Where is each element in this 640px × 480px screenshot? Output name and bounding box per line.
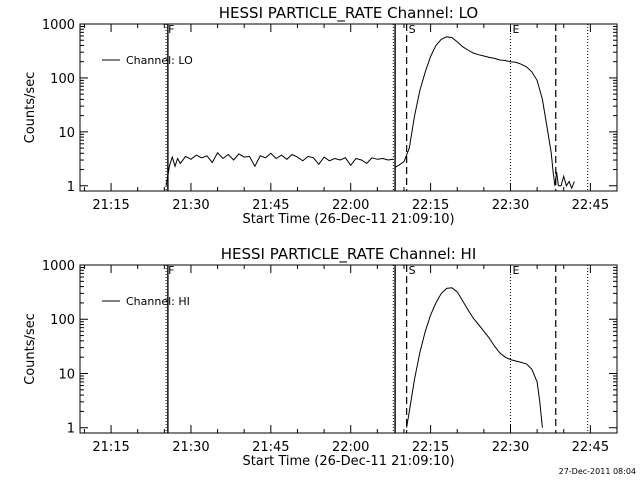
y-tick-label: 100 (50, 313, 75, 328)
x-tick-label: 21:30 (172, 440, 209, 455)
y-tick-label: 10 (58, 367, 75, 382)
y-tick-label: 1 (67, 422, 75, 437)
y-axis-label: Counts/sec (23, 72, 38, 144)
y-axis-label: Counts/sec (23, 313, 38, 385)
event-marker-label: F (168, 264, 174, 277)
legend-entry: Channel: LO (126, 54, 193, 67)
x-tick-label: 22:00 (332, 198, 369, 213)
plot-frame (79, 23, 618, 192)
x-tick-label: 21:45 (252, 198, 289, 213)
x-tick-label: 21:45 (252, 440, 289, 455)
hi-channel-panel: HESSI PARTICLE_RATE Channel: HI 21:15 21:3… (23, 245, 618, 469)
event-marker-label: S (409, 23, 416, 36)
x-tick-label: 22:30 (492, 440, 529, 455)
x-tick-label: 21:15 (92, 198, 129, 213)
y-tick-label: 1 (67, 180, 75, 195)
series-line (165, 151, 394, 186)
x-axis-label: Start Time (26-Dec-11 21:09:10) (242, 454, 454, 469)
chart-title: HESSI PARTICLE_RATE Channel: HI (221, 245, 477, 264)
generation-timestamp: 27-Dec-2011 08:04 (559, 467, 636, 476)
chart-title: HESSI PARTICLE_RATE Channel: LO (219, 4, 478, 23)
x-tick-label: 22:00 (332, 440, 369, 455)
x-tick-label: 22:30 (492, 198, 529, 213)
x-tick-label: 22:45 (572, 198, 609, 213)
event-marker-label: E (512, 23, 519, 36)
y-tick-label: 10 (58, 126, 75, 141)
x-tick-label: 22:15 (412, 440, 449, 455)
x-axis-label: Start Time (26-Dec-11 21:09:10) (242, 212, 454, 227)
y-tick-label: 100 (50, 72, 75, 87)
x-tick-label: 22:15 (412, 198, 449, 213)
lo-channel-panel: HESSI PARTICLE_RATE Channel: LO 21:15 21:3… (23, 4, 618, 227)
event-marker-label: F (168, 23, 174, 36)
x-tick-label: 21:15 (92, 440, 129, 455)
y-tick-label: 1000 (42, 259, 75, 274)
event-marker-label: E (512, 264, 519, 277)
event-marker-label: S (409, 264, 416, 277)
series-line (406, 287, 543, 428)
plot-frame (79, 264, 618, 434)
legend-entry: Channel: HI (126, 295, 190, 308)
series-line (394, 36, 575, 190)
x-tick-label: 21:30 (172, 198, 209, 213)
x-tick-label: 22:45 (572, 440, 609, 455)
y-tick-label: 1000 (42, 18, 75, 33)
